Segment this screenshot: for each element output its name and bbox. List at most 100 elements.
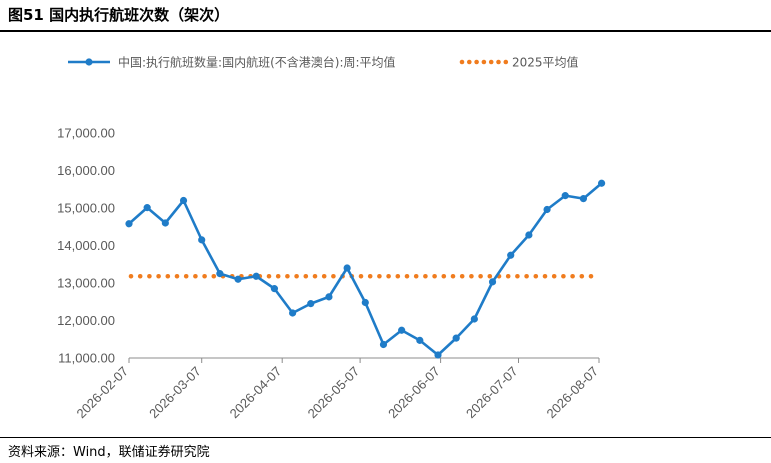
average-dot [202, 273, 207, 279]
data-point [361, 298, 369, 307]
legend-label-average: 2025平均值 [512, 55, 579, 70]
average-dot [367, 273, 373, 279]
average-dot [404, 273, 410, 279]
y-tick-label: 16,000.00 [57, 163, 115, 178]
average-dot [183, 273, 189, 279]
x-tick-label: 2026-06-07 [385, 364, 443, 422]
x-tick-label: 2026-05-07 [305, 364, 363, 422]
average-dot [441, 273, 447, 279]
average-dot [505, 273, 511, 279]
data-point [161, 219, 169, 227]
data-point [507, 251, 515, 259]
data-point [198, 236, 206, 244]
data-point [343, 264, 351, 272]
legend-marker-swatch [85, 58, 93, 66]
y-tick-label: 17,000.00 [57, 126, 115, 141]
average-dot [450, 273, 456, 279]
average-dot [478, 273, 483, 279]
average-dot [432, 273, 437, 279]
series-group [125, 179, 606, 359]
data-point [434, 351, 442, 359]
data-point [488, 278, 497, 286]
data-point [307, 300, 315, 308]
legend-dot-swatch [459, 59, 465, 65]
average-dot [211, 273, 217, 279]
x-tick-label: 2026-02-07 [73, 364, 131, 422]
figure-title: 图51 国内执行航班次数（架次） [8, 6, 230, 24]
average-dot [137, 273, 143, 279]
legend-dot-swatch [474, 59, 479, 65]
legend-dot-swatch [503, 59, 509, 65]
legend-dot-swatch [467, 59, 472, 65]
average-dot [570, 273, 575, 279]
x-axis: 2026-02-07 2026-03-07 2026-04-07 2026-05-07… [73, 357, 601, 422]
data-point [252, 272, 260, 280]
average-dot [275, 273, 281, 279]
legend-dot-swatch [496, 59, 501, 65]
average-dot [165, 273, 171, 279]
y-tick-label: 11,000.00 [58, 351, 115, 366]
average-dot [459, 273, 465, 279]
average-dot [294, 273, 299, 279]
y-axis: 11,000.00 12,000.00 13,000.00 14,000.00 15,0… [57, 126, 115, 366]
data-point [561, 192, 569, 200]
y-tick-label: 13,000.00 [57, 276, 115, 291]
data-point [597, 179, 606, 187]
average-dot [469, 273, 474, 279]
average-dotted-line [128, 273, 594, 279]
data-point [543, 205, 551, 214]
average-dot [321, 273, 327, 279]
x-tick-label: 2026-07-07 [463, 364, 521, 422]
chart-legend: 中国:执行航班数量:国内航班(不含港澳台):周:平均值 2025平均值 [68, 55, 579, 70]
average-dot [147, 273, 152, 279]
x-tick-label: 2026-08-07 [543, 364, 601, 422]
title-divider [0, 30, 771, 32]
data-point [270, 285, 279, 293]
data-point [179, 196, 188, 205]
average-dot [551, 273, 557, 279]
average-dot [423, 273, 428, 279]
average-dot [156, 273, 161, 279]
data-point [216, 270, 224, 278]
average-dot [174, 273, 180, 279]
legend-dot-swatch [488, 59, 494, 65]
average-dot [542, 273, 548, 279]
data-point [379, 340, 388, 349]
data-point [398, 326, 406, 334]
average-dot [386, 273, 391, 279]
data-point [234, 275, 242, 283]
average-dot [579, 273, 585, 279]
average-dot [533, 273, 539, 279]
average-dot [487, 273, 493, 279]
x-tick-label: 2026-04-07 [227, 364, 285, 422]
y-tick-label: 14,000.00 [57, 238, 115, 253]
average-dot [395, 273, 401, 279]
data-point [288, 309, 297, 317]
average-dot [312, 273, 318, 279]
footer-divider [0, 437, 771, 438]
average-dot [358, 273, 364, 279]
average-dot [377, 273, 382, 279]
data-point [452, 334, 460, 342]
average-dot [128, 273, 134, 279]
average-dot [515, 273, 520, 279]
y-tick-label: 15,000.00 [57, 201, 115, 216]
average-dot [303, 273, 309, 279]
average-dot [266, 273, 272, 279]
average-dot [524, 273, 529, 279]
data-point [470, 315, 478, 323]
data-point [325, 293, 333, 301]
y-tick-label: 12,000.00 [57, 313, 115, 328]
x-tick-label: 2026-03-07 [146, 364, 204, 422]
average-dot [588, 273, 594, 279]
average-dot [331, 273, 336, 279]
legend-label-series: 中国:执行航班数量:国内航班(不含港澳台):周:平均值 [118, 55, 396, 70]
average-dot [285, 273, 290, 279]
source-note: 资料来源：Wind，联储证券研究院 [8, 445, 210, 460]
data-point [143, 204, 151, 212]
data-point [416, 336, 424, 344]
series-line [128, 182, 603, 357]
legend-dot-swatch [481, 59, 487, 65]
average-dot [413, 273, 419, 279]
